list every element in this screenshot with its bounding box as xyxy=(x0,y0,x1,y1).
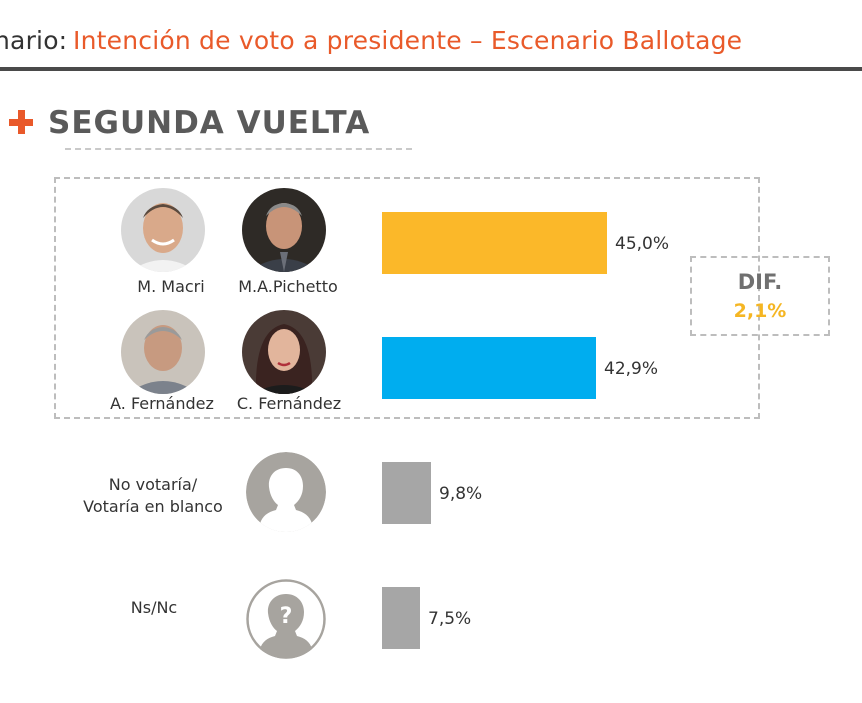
value-label-fernandez-fernandez: 42,9% xyxy=(604,359,659,379)
person-silhouette-icon xyxy=(246,452,326,532)
section-title: SEGUNDA VUELTA xyxy=(48,105,371,141)
section-divider xyxy=(65,148,412,150)
pichetto-avatar xyxy=(242,188,326,272)
value-label-nsnc: 7,5% xyxy=(428,609,472,629)
nsnc-label: Ns/Nc xyxy=(130,598,178,617)
page-header: nario: Intención de voto a presidente – … xyxy=(0,24,862,64)
bar-macri-pichetto xyxy=(382,212,607,274)
bar-nsnc xyxy=(382,587,420,649)
value-label-no-votaria: 9,8% xyxy=(439,484,483,504)
blank-vote-label: No votaría/ Votaría en blanco xyxy=(83,474,223,518)
plus-icon xyxy=(9,110,33,134)
header-rule xyxy=(0,67,862,71)
person-question-icon: ? xyxy=(246,579,326,659)
blank-vote-label-line1: No votaría/ xyxy=(108,475,198,494)
cfernandez-avatar xyxy=(242,310,326,394)
blank-vote-label-line2: Votaría en blanco xyxy=(83,497,223,516)
difference-value: 2,1% xyxy=(733,300,787,322)
candidates-box xyxy=(54,177,760,419)
afernandez-avatar xyxy=(121,310,205,394)
header-title: Intención de voto a presidente – Escenar… xyxy=(73,26,743,55)
pichetto-name: M.A.Pichetto xyxy=(238,277,338,296)
svg-text:?: ? xyxy=(280,604,293,629)
cfernandez-name: C. Fernández xyxy=(236,394,342,413)
afernandez-name: A. Fernández xyxy=(110,394,214,413)
macri-name: M. Macri xyxy=(137,277,205,296)
value-label-macri-pichetto: 45,0% xyxy=(615,234,670,254)
header-prefix: nario: xyxy=(0,26,68,55)
bar-fernandez-fernandez xyxy=(382,337,596,399)
bar-no-votaria xyxy=(382,462,431,524)
difference-box: DIF. 2,1% xyxy=(690,256,830,336)
macri-avatar xyxy=(121,188,205,272)
difference-label: DIF. xyxy=(737,270,783,294)
